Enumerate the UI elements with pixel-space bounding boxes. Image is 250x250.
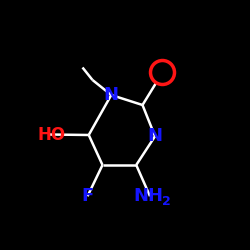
Text: HO: HO (37, 126, 65, 144)
Text: NH: NH (134, 187, 164, 205)
Text: F: F (82, 187, 94, 205)
Text: N: N (148, 127, 162, 145)
Text: N: N (104, 86, 119, 104)
Circle shape (150, 60, 174, 84)
Text: 2: 2 (162, 195, 170, 208)
